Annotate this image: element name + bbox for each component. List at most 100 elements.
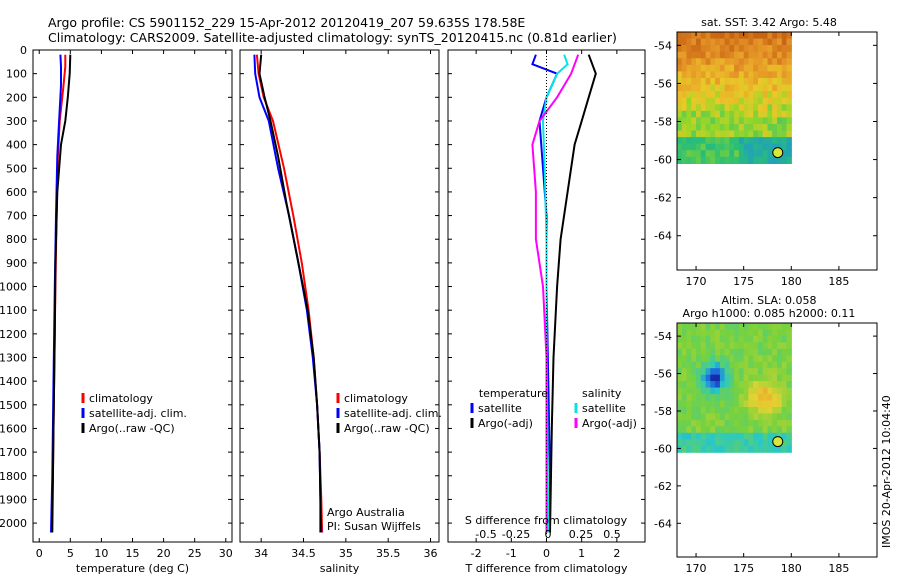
map-cell <box>786 361 792 369</box>
map-cell <box>677 381 683 389</box>
map-cell <box>786 104 792 112</box>
map-cell <box>758 342 764 350</box>
map-cell <box>677 335 683 343</box>
map-cell <box>691 413 697 421</box>
map-cell <box>738 400 745 408</box>
map-cell <box>691 400 697 408</box>
map-cell <box>748 64 754 72</box>
map-cell <box>700 137 707 145</box>
map-cell <box>781 419 788 427</box>
map-cell <box>691 84 697 92</box>
map-cell <box>686 51 692 59</box>
map-cell <box>748 104 754 112</box>
map-cell <box>748 348 754 356</box>
map-cell <box>753 156 759 164</box>
map-cell <box>772 32 778 40</box>
map-cell <box>729 329 735 337</box>
map-cell <box>681 419 688 427</box>
map-cell <box>700 51 707 59</box>
series-line-t_argo <box>549 54 597 533</box>
map-cell <box>686 361 692 369</box>
map-cell <box>715 117 721 125</box>
map-cell <box>700 329 707 337</box>
map-cell <box>738 419 745 427</box>
map-cell <box>677 91 683 99</box>
map-cell <box>700 38 707 46</box>
map-cell <box>762 32 769 40</box>
y-tick-label: -60 <box>654 154 672 167</box>
map-cell <box>724 342 730 350</box>
map-cell <box>786 445 792 453</box>
map-cell <box>781 78 788 86</box>
map-cell <box>686 143 692 151</box>
map-cell <box>681 124 688 132</box>
map-cell <box>738 413 745 421</box>
x-tick-label: 0 <box>543 547 550 560</box>
map-cell <box>753 91 759 99</box>
map-cell <box>681 143 688 151</box>
y-tick-label: -64 <box>654 230 672 243</box>
map-cell <box>705 78 711 86</box>
map-cell <box>753 71 759 79</box>
x-axis-label: temperature (deg C) <box>76 562 189 575</box>
map-cell <box>700 117 707 125</box>
map-cell <box>772 78 778 86</box>
x-tick-label: 20 <box>157 547 171 560</box>
map-cell <box>677 156 683 164</box>
map-cell <box>724 91 730 99</box>
map-cell <box>715 348 721 356</box>
map-cell <box>767 38 773 46</box>
map-cell <box>767 432 773 440</box>
map-cell <box>691 150 697 158</box>
argo-float-marker <box>772 147 784 159</box>
map-cell <box>724 407 730 415</box>
map-cell <box>753 387 759 395</box>
map-cell <box>734 58 740 66</box>
map-cell <box>719 323 726 331</box>
map-cell <box>734 426 740 434</box>
map-cell <box>681 394 688 402</box>
map-cell <box>762 329 769 337</box>
map-cell <box>700 439 707 447</box>
map-cell <box>753 400 759 408</box>
map-cell <box>743 45 750 53</box>
map-cell <box>729 348 735 356</box>
map-cell <box>753 117 759 125</box>
y-tick-label: -54 <box>654 330 672 343</box>
map-cell <box>719 426 726 434</box>
map-cell <box>691 64 697 72</box>
map-cell <box>734 394 740 402</box>
map-cell <box>729 323 735 331</box>
map-cell <box>738 361 745 369</box>
map-cell <box>738 32 745 40</box>
map-cell <box>681 110 688 118</box>
map-cell <box>762 91 769 99</box>
map-cell <box>710 117 716 125</box>
map-cell <box>696 445 702 453</box>
map-cell <box>729 387 735 395</box>
x-tick-label: 35 <box>339 547 353 560</box>
map-cell <box>705 38 711 46</box>
map-cell <box>729 110 735 118</box>
map-cell <box>691 143 697 151</box>
x-tick-label: 10 <box>94 547 108 560</box>
map-cell <box>719 130 726 138</box>
argo-float-marker <box>772 436 784 448</box>
map-cell <box>767 381 773 389</box>
map-cell <box>710 78 716 86</box>
map-cell <box>767 419 773 427</box>
header-line-1: Argo profile: CS 5901152_229 15-Apr-2012… <box>48 15 525 30</box>
y-tick-label: 1500 <box>0 399 27 412</box>
map-cell <box>691 329 697 337</box>
salinity-panel: 34 34.5 35 35.5 36 salinity climatology satelli… <box>239 49 442 575</box>
map-cell <box>710 64 716 72</box>
map-cell <box>677 45 683 53</box>
map-cell <box>691 432 697 440</box>
map-cell <box>696 413 702 421</box>
map-cell <box>710 342 716 350</box>
map-cell <box>700 104 707 112</box>
x-tick-label: 175 <box>733 275 754 288</box>
map-cell <box>710 381 716 389</box>
map-cell <box>719 104 726 112</box>
